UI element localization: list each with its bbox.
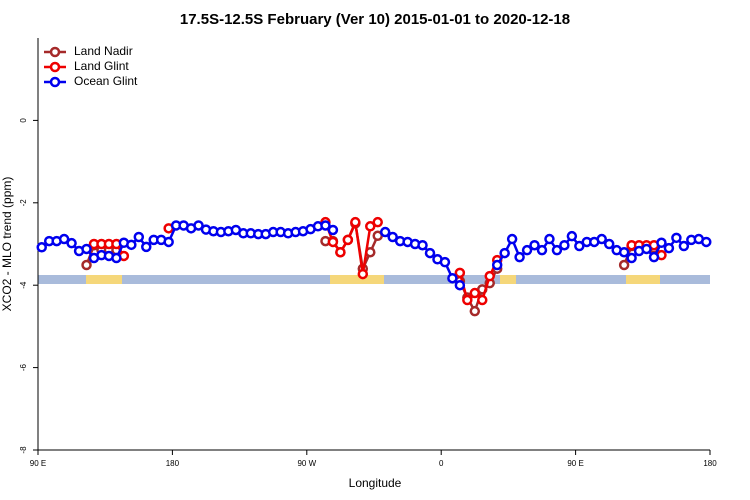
data-point bbox=[574, 240, 585, 252]
data-point bbox=[656, 237, 667, 249]
data-point bbox=[484, 270, 495, 282]
data-point bbox=[36, 242, 47, 253]
x-axis-label: Longitude bbox=[349, 476, 402, 490]
legend-label: Land Nadir bbox=[74, 44, 133, 58]
data-point bbox=[424, 247, 436, 259]
data-point bbox=[163, 236, 174, 248]
data-point bbox=[350, 216, 361, 228]
data-point bbox=[566, 230, 578, 242]
land-band bbox=[86, 275, 122, 284]
data-point bbox=[133, 231, 145, 243]
data-point bbox=[327, 236, 339, 248]
x-tick-label: 180 bbox=[703, 459, 717, 468]
data-point bbox=[544, 233, 555, 245]
legend-marker bbox=[49, 61, 61, 73]
data-point bbox=[81, 243, 92, 255]
data-point bbox=[469, 287, 481, 299]
data-point bbox=[648, 251, 660, 263]
data-point bbox=[529, 239, 540, 251]
data-point bbox=[387, 231, 398, 243]
data-point bbox=[447, 272, 458, 284]
data-point bbox=[335, 246, 346, 258]
data-point bbox=[193, 220, 204, 231]
x-tick-label: 90 W bbox=[297, 459, 316, 468]
data-point bbox=[596, 233, 607, 245]
x-tick-label: 0 bbox=[439, 459, 444, 468]
data-point bbox=[521, 244, 533, 256]
data-point bbox=[58, 233, 70, 245]
data-point bbox=[372, 216, 383, 228]
y-tick-label: -8 bbox=[19, 446, 28, 454]
x-tick-label: 90 E bbox=[30, 459, 46, 468]
data-point bbox=[126, 239, 137, 251]
data-point bbox=[506, 233, 518, 245]
y-tick-label: -4 bbox=[19, 281, 28, 289]
x-tick-label: 180 bbox=[166, 459, 180, 468]
data-point bbox=[342, 234, 354, 246]
data-point bbox=[491, 259, 503, 271]
data-point bbox=[469, 305, 481, 317]
x-tick-label: 90 E bbox=[567, 459, 583, 468]
data-point bbox=[365, 221, 376, 232]
data-point bbox=[477, 294, 488, 306]
data-point bbox=[641, 243, 652, 255]
legend-marker bbox=[49, 46, 61, 58]
data-point bbox=[320, 220, 331, 231]
data-point bbox=[514, 251, 525, 263]
data-point bbox=[417, 239, 428, 251]
data-point bbox=[141, 241, 152, 253]
y-axis-label: XCO2 - MLO trend (ppm) bbox=[0, 177, 14, 312]
data-point bbox=[454, 267, 466, 279]
land-band bbox=[500, 275, 516, 284]
y-tick-label: -6 bbox=[19, 363, 28, 371]
chart-title: 17.5S-12.5S February (Ver 10) 2015-01-01… bbox=[180, 11, 570, 28]
data-point bbox=[327, 224, 339, 236]
land-band bbox=[626, 275, 660, 284]
data-point bbox=[499, 247, 510, 259]
data-point bbox=[111, 252, 122, 264]
data-point bbox=[81, 259, 92, 271]
data-point bbox=[678, 240, 690, 252]
data-point bbox=[559, 239, 570, 251]
data-point bbox=[671, 232, 682, 244]
legend-label: Land Glint bbox=[74, 59, 129, 73]
data-point bbox=[663, 242, 675, 254]
legend-marker bbox=[49, 76, 61, 88]
data-point bbox=[618, 246, 630, 258]
data-point bbox=[626, 252, 637, 264]
data-point bbox=[454, 279, 466, 291]
surface-band bbox=[38, 275, 710, 284]
data-point bbox=[66, 237, 77, 249]
data-point bbox=[603, 238, 615, 250]
data-point bbox=[462, 294, 473, 306]
data-point bbox=[357, 268, 369, 280]
data-point bbox=[379, 226, 391, 238]
data-point bbox=[439, 256, 451, 268]
data-point bbox=[618, 259, 630, 271]
y-tick-label: -2 bbox=[19, 199, 28, 207]
y-tick-label: 0 bbox=[19, 118, 28, 123]
land-band bbox=[330, 275, 384, 284]
legend-label: Ocean Glint bbox=[74, 74, 138, 88]
data-point bbox=[551, 244, 563, 256]
data-point bbox=[701, 236, 712, 248]
data-point bbox=[536, 244, 548, 256]
